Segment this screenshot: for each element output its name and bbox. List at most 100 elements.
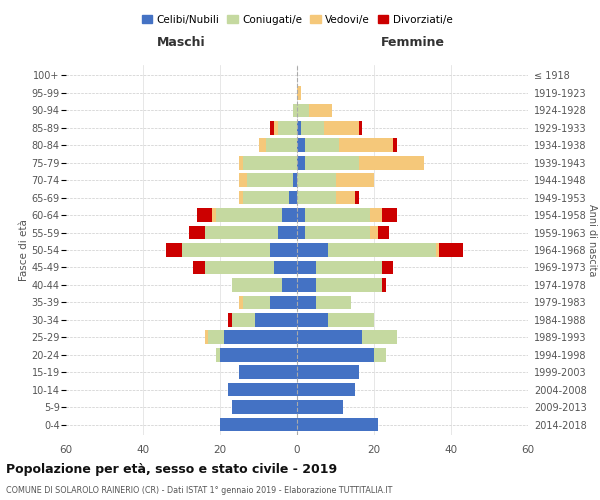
Bar (239, 366, 297, 379)
Bar (297, 348, 374, 362)
Bar (232, 313, 254, 326)
Bar (205, 226, 278, 239)
Bar (297, 226, 305, 239)
Bar (216, 348, 220, 362)
Bar (208, 330, 224, 344)
Bar (270, 121, 274, 134)
Bar (239, 191, 243, 204)
Text: Femmine: Femmine (380, 36, 445, 50)
Bar (278, 226, 297, 239)
Bar (243, 191, 289, 204)
Bar (297, 296, 316, 309)
Bar (328, 313, 374, 326)
Bar (297, 278, 316, 291)
Bar (205, 330, 208, 344)
Bar (297, 104, 308, 117)
Bar (243, 156, 297, 170)
Bar (197, 208, 212, 222)
Bar (297, 138, 305, 152)
Bar (297, 174, 335, 187)
Y-axis label: Fasce di età: Fasce di età (19, 219, 29, 281)
Bar (297, 383, 355, 396)
Text: Popolazione per età, sesso e stato civile - 2019: Popolazione per età, sesso e stato civil… (6, 462, 337, 475)
Bar (293, 174, 297, 187)
Bar (305, 138, 340, 152)
Bar (297, 156, 305, 170)
Bar (297, 191, 335, 204)
Bar (205, 260, 274, 274)
Bar (382, 260, 393, 274)
Bar (212, 208, 216, 222)
Bar (297, 260, 316, 274)
Bar (270, 296, 297, 309)
Bar (216, 208, 281, 222)
Text: Anni di nascita: Anni di nascita (587, 204, 597, 276)
Bar (359, 121, 362, 134)
Text: Maschi: Maschi (157, 36, 206, 50)
Bar (316, 296, 351, 309)
Bar (362, 330, 397, 344)
Bar (305, 226, 370, 239)
Bar (281, 278, 297, 291)
Bar (228, 383, 297, 396)
Bar (316, 278, 382, 291)
Bar (370, 226, 378, 239)
Bar (193, 260, 205, 274)
Bar (239, 296, 243, 309)
Bar (182, 243, 270, 257)
Bar (278, 121, 297, 134)
Bar (374, 348, 386, 362)
Bar (293, 104, 297, 117)
Bar (382, 208, 397, 222)
Bar (359, 156, 424, 170)
Bar (305, 208, 370, 222)
Bar (274, 260, 297, 274)
Bar (297, 121, 301, 134)
Bar (382, 278, 386, 291)
Bar (335, 191, 355, 204)
Bar (324, 121, 359, 134)
Bar (224, 330, 297, 344)
Bar (289, 191, 297, 204)
Legend: Celibi/Nubili, Coniugati/e, Vedovi/e, Divorziati/e: Celibi/Nubili, Coniugati/e, Vedovi/e, Di… (142, 14, 452, 24)
Bar (243, 296, 270, 309)
Bar (393, 138, 397, 152)
Bar (297, 366, 359, 379)
Bar (328, 243, 436, 257)
Bar (439, 243, 463, 257)
Bar (297, 330, 362, 344)
Bar (355, 191, 359, 204)
Bar (189, 226, 205, 239)
Bar (274, 121, 278, 134)
Bar (308, 104, 332, 117)
Bar (436, 243, 439, 257)
Bar (270, 243, 297, 257)
Bar (340, 138, 393, 152)
Bar (297, 418, 378, 432)
Bar (247, 174, 293, 187)
Bar (228, 313, 232, 326)
Bar (220, 348, 297, 362)
Bar (305, 156, 359, 170)
Bar (316, 260, 382, 274)
Bar (281, 208, 297, 222)
Bar (232, 278, 281, 291)
Bar (370, 208, 382, 222)
Bar (254, 313, 297, 326)
Bar (335, 174, 374, 187)
Bar (297, 400, 343, 414)
Bar (220, 418, 297, 432)
Bar (297, 86, 301, 100)
Bar (266, 138, 297, 152)
Bar (378, 226, 389, 239)
Text: COMUNE DI SOLAROLO RAINERIO (CR) - Dati ISTAT 1° gennaio 2019 - Elaborazione TUT: COMUNE DI SOLAROLO RAINERIO (CR) - Dati … (6, 486, 392, 495)
Bar (239, 174, 247, 187)
Bar (166, 243, 182, 257)
Bar (297, 208, 305, 222)
Bar (301, 121, 324, 134)
Bar (239, 156, 243, 170)
Bar (297, 243, 328, 257)
Bar (232, 400, 297, 414)
Bar (259, 138, 266, 152)
Bar (297, 313, 328, 326)
